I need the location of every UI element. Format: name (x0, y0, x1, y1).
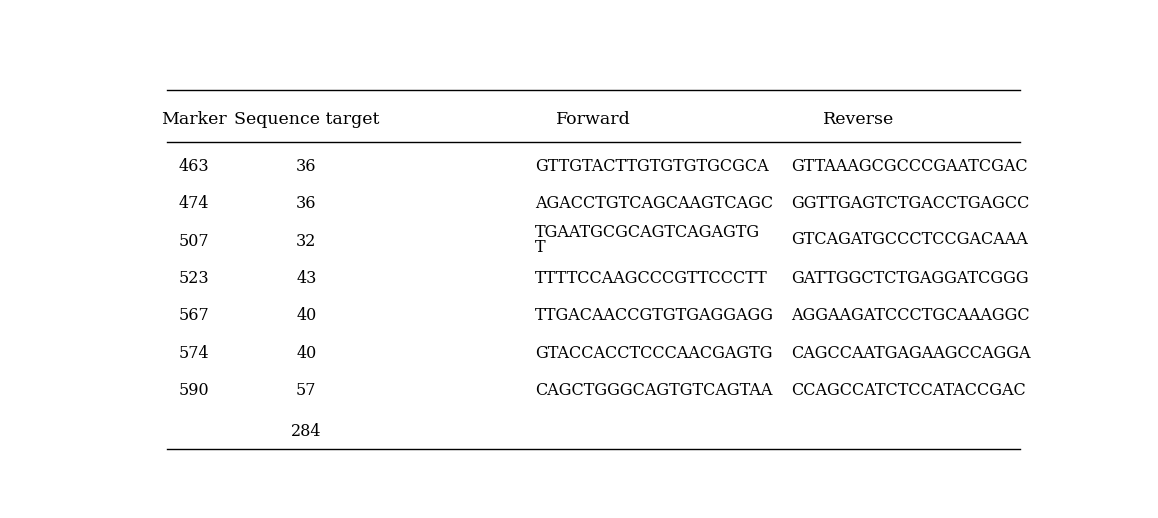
Text: 284: 284 (291, 423, 322, 440)
Text: 40: 40 (296, 344, 316, 362)
Text: 32: 32 (296, 233, 316, 250)
Text: GGTTGAGTCTGACCTGAGCC: GGTTGAGTCTGACCTGAGCC (791, 195, 1029, 212)
Text: GATTGGCTCTGAGGATCGGG: GATTGGCTCTGAGGATCGGG (791, 270, 1028, 287)
Text: GTCAGATGCCCTCCGACAAA: GTCAGATGCCCTCCGACAAA (791, 231, 1027, 248)
Text: GTACCACCTCCCAACGAGTG: GTACCACCTCCCAACGAGTG (535, 344, 772, 362)
Text: AGGAAGATCCCTGCAAAGGC: AGGAAGATCCCTGCAAAGGC (791, 307, 1029, 324)
Text: 36: 36 (296, 195, 316, 212)
Text: 574: 574 (178, 344, 210, 362)
Text: TGAATGCGCAGTCAGAGTG: TGAATGCGCAGTCAGAGTG (535, 224, 761, 241)
Text: 507: 507 (178, 233, 210, 250)
Text: T: T (535, 239, 545, 256)
Text: 567: 567 (178, 307, 210, 324)
Text: CAGCCAATGAGAAGCCAGGA: CAGCCAATGAGAAGCCAGGA (791, 344, 1031, 362)
Text: Sequence target: Sequence target (234, 111, 379, 128)
Text: 590: 590 (178, 382, 210, 399)
Text: TTGACAACCGTGTGAGGAGG: TTGACAACCGTGTGAGGAGG (535, 307, 775, 324)
Text: Marker: Marker (161, 111, 227, 128)
Text: GTTAAAGCGCCCGAATCGAC: GTTAAAGCGCCCGAATCGAC (791, 158, 1027, 175)
Text: 474: 474 (178, 195, 210, 212)
Text: Reverse: Reverse (822, 111, 894, 128)
Text: 43: 43 (296, 270, 316, 287)
Text: 40: 40 (296, 307, 316, 324)
Text: AGACCTGTCAGCAAGTCAGC: AGACCTGTCAGCAAGTCAGC (535, 195, 774, 212)
Text: TTTTCCAAGCCCGTTCCCTT: TTTTCCAAGCCCGTTCCCTT (535, 270, 768, 287)
Text: Forward: Forward (556, 111, 631, 128)
Text: CCAGCCATCTCCATACCGAC: CCAGCCATCTCCATACCGAC (791, 382, 1026, 399)
Text: 57: 57 (296, 382, 316, 399)
Text: 463: 463 (178, 158, 210, 175)
Text: 36: 36 (296, 158, 316, 175)
Text: 523: 523 (178, 270, 210, 287)
Text: CAGCTGGGCAGTGTCAGTAA: CAGCTGGGCAGTGTCAGTAA (535, 382, 772, 399)
Text: GTTGTACTTGTGTGTGCGCA: GTTGTACTTGTGTGTGCGCA (535, 158, 769, 175)
